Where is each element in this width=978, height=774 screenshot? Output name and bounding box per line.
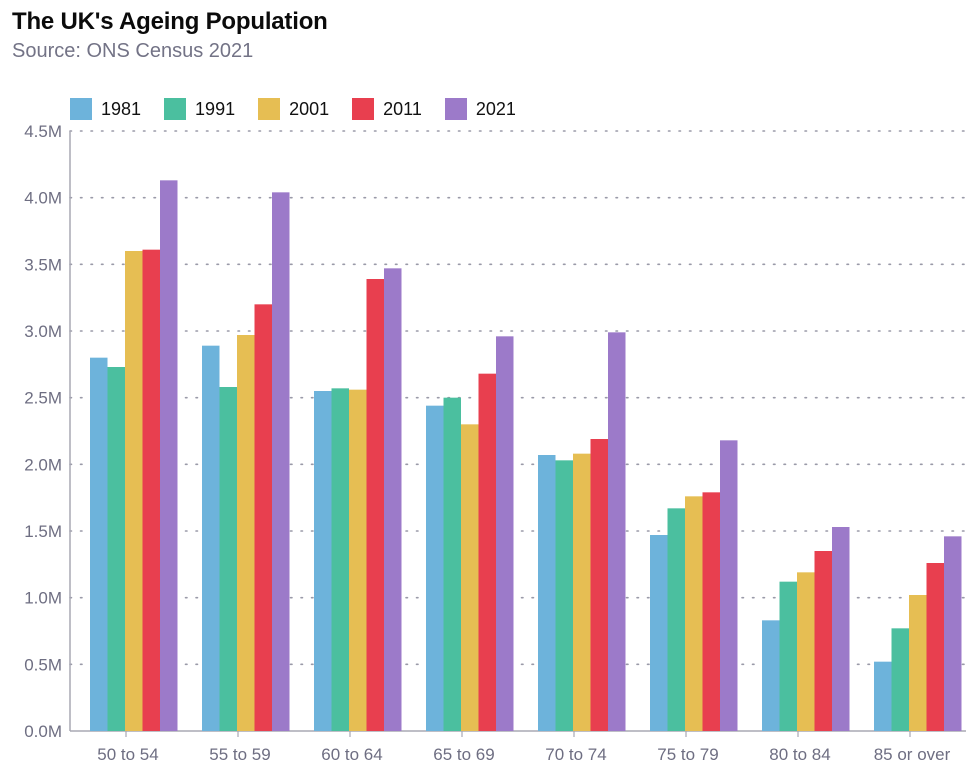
y-tick-label: 0.0M [24, 722, 62, 741]
y-tick-label: 1.0M [24, 589, 62, 608]
y-tick-label: 4.5M [24, 122, 62, 141]
legend-swatch [70, 98, 92, 120]
bar-1991-5 [667, 508, 685, 731]
bar-1981-4 [538, 455, 556, 731]
y-tick-label: 4.0M [24, 189, 62, 208]
bar-2001-7 [909, 595, 927, 731]
bar-2021-4 [608, 332, 626, 731]
bar-2011-3 [478, 373, 496, 731]
x-tick-label: 50 to 54 [97, 745, 158, 764]
bar-1981-6 [762, 620, 780, 731]
bar-2021-7 [944, 536, 962, 731]
legend-swatch [352, 98, 375, 120]
legend-swatch [164, 98, 187, 120]
bar-2011-6 [814, 551, 832, 731]
y-tick-label: 2.0M [24, 455, 62, 474]
y-tick-label: 3.0M [24, 322, 62, 341]
legend-item-1981[interactable]: 1981 [70, 98, 141, 120]
legend-item-2021[interactable]: 2021 [444, 98, 516, 120]
bar-2011-1 [254, 304, 272, 731]
bar-1991-3 [443, 397, 461, 731]
bar-2021-6 [832, 527, 850, 731]
y-tick-label: 2.5M [24, 389, 62, 408]
legend-item-1991[interactable]: 1991 [164, 98, 235, 120]
bar-2001-6 [797, 572, 815, 731]
bar-2011-7 [926, 563, 944, 731]
bar-2021-0 [160, 180, 178, 732]
legend-label: 1981 [101, 98, 142, 119]
x-tick-label: 60 to 64 [321, 745, 382, 764]
legend-label: 2021 [475, 98, 516, 119]
bar-1991-0 [107, 367, 125, 731]
bar-2011-2 [366, 279, 384, 731]
bar-1981-3 [426, 405, 444, 731]
legend-item-2011[interactable]: 2011 [352, 98, 422, 120]
bar-1981-1 [202, 345, 220, 731]
bar-1991-6 [779, 581, 797, 731]
bar-2001-3 [461, 424, 479, 731]
bar-2021-2 [384, 268, 402, 731]
bar-1981-7 [874, 661, 892, 731]
bar-1991-7 [891, 628, 909, 731]
bar-2001-5 [685, 496, 703, 731]
bar-2001-0 [125, 251, 143, 731]
bar-1981-2 [314, 391, 332, 731]
legend-label: 2001 [289, 98, 330, 119]
bar-2011-4 [590, 439, 608, 731]
x-tick-label: 75 to 79 [657, 745, 718, 764]
x-tick-label: 55 to 59 [209, 745, 270, 764]
bar-1991-4 [555, 460, 573, 731]
bar-2021-5 [720, 440, 738, 731]
bar-1991-2 [331, 388, 349, 731]
bar-1991-1 [219, 387, 237, 731]
bar-2001-2 [349, 389, 367, 731]
legend-swatch [444, 98, 467, 120]
x-tick-label: 85 or over [874, 745, 951, 764]
y-tick-label: 0.5M [24, 655, 62, 674]
y-tick-label: 3.5M [24, 255, 62, 274]
bar-2001-4 [573, 453, 591, 731]
bar-2011-5 [702, 492, 720, 731]
legend: 1981 1991 2001 2011 2021 [70, 98, 539, 120]
bar-2001-1 [237, 335, 255, 731]
legend-item-2001[interactable]: 2001 [258, 98, 329, 120]
bar-2021-3 [496, 336, 514, 731]
legend-label: 1991 [195, 98, 236, 119]
x-tick-label: 70 to 74 [545, 745, 606, 764]
chart-title: The UK's Ageing Population [12, 8, 328, 35]
y-tick-label: 1.5M [24, 522, 62, 541]
bar-1981-5 [650, 535, 668, 731]
legend-label: 2011 [383, 98, 422, 119]
bar-2011-0 [142, 249, 160, 731]
bar-2021-1 [272, 192, 290, 732]
x-tick-label: 80 to 84 [769, 745, 830, 764]
legend-swatch [258, 98, 281, 120]
bar-1981-0 [90, 357, 108, 731]
chart-subtitle: Source: ONS Census 2021 [12, 40, 254, 62]
x-tick-label: 65 to 69 [433, 745, 494, 764]
